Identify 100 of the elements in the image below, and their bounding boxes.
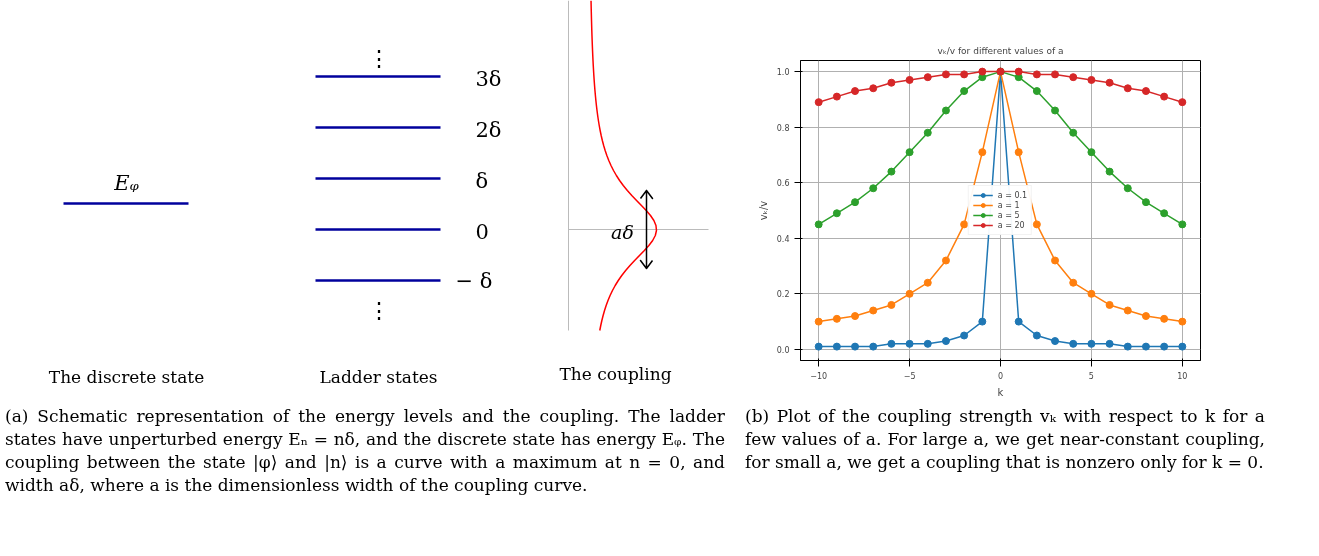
point: [905, 289, 914, 298]
point: [960, 331, 969, 340]
x-axis-title: k: [997, 386, 1004, 398]
text: The coupling: [559, 363, 672, 384]
point: [869, 184, 878, 193]
point: [887, 339, 896, 348]
point: [851, 342, 860, 351]
point: [941, 106, 950, 115]
text: 0: [475, 220, 489, 244]
y-axis-title: vₖ/v: [757, 200, 769, 221]
point: [923, 128, 932, 137]
point: [1051, 70, 1060, 79]
x-tick-label: 0: [997, 371, 1004, 381]
point: [960, 220, 969, 229]
point: [851, 198, 860, 207]
chart-title: vₖ/v for different values of a: [937, 45, 1064, 56]
point: [887, 78, 896, 87]
point: [923, 339, 932, 348]
point: [923, 73, 932, 82]
point: [978, 67, 987, 76]
point: [941, 256, 950, 265]
point: [1051, 256, 1060, 265]
point: [978, 148, 987, 157]
point: [1032, 70, 1041, 79]
x-tick-label: −5: [903, 371, 916, 381]
y-tick-label: 1.0: [776, 68, 790, 78]
text: (a) Schematic representation of the energy levels and the coupling. The ladder states have unperturbed energy Eₙ = nδ, and the discrete state has energy Eᵩ. The coupling between the state |φ⟩ and |n⟩ is a curve with a maximum at n = 0, and width aδ, where a is the dimensionless width of the coupling curve.: [5, 405, 725, 497]
x-tick-label: −10: [810, 371, 828, 381]
point: [1069, 128, 1078, 137]
point: [1178, 98, 1187, 107]
point: [832, 92, 841, 101]
y-tick-label: 0.0: [776, 345, 790, 355]
point: [832, 342, 841, 351]
x-tick-label: 5: [1088, 371, 1094, 381]
point: [1160, 92, 1169, 101]
point: [960, 70, 969, 79]
point: [1087, 289, 1096, 298]
point: [978, 317, 987, 326]
point: [1105, 78, 1114, 87]
point: [1178, 342, 1187, 351]
point: [1178, 220, 1187, 229]
point: [1014, 317, 1023, 326]
point: [851, 312, 860, 321]
point: [1105, 339, 1114, 348]
point: [905, 75, 914, 84]
point: [832, 314, 841, 323]
point: [1087, 75, 1096, 84]
point: [1087, 148, 1096, 157]
text: δ: [475, 168, 489, 193]
y-tick-label: 0.2: [776, 290, 790, 300]
point: [869, 84, 878, 93]
y-tick-label: 0.8: [776, 123, 790, 133]
point: [923, 278, 932, 287]
point: [1123, 84, 1132, 93]
point: [1014, 67, 1023, 76]
point: [1105, 167, 1114, 176]
point: [869, 306, 878, 315]
point: [814, 317, 823, 326]
point: [1014, 148, 1023, 157]
text: Ladder states: [319, 366, 438, 387]
point: [832, 209, 841, 218]
text: 3δ: [475, 66, 502, 91]
point: [905, 339, 914, 348]
point: [1160, 342, 1169, 351]
point: [1051, 106, 1060, 115]
legend-label: a = 0.1: [997, 190, 1028, 200]
legend-label: a = 20: [997, 220, 1025, 230]
point: [1160, 209, 1169, 218]
text: ⋮: [367, 298, 390, 323]
text: Eᵩ: [113, 170, 140, 195]
point: [1069, 278, 1078, 287]
point: [1051, 337, 1060, 346]
point: [1069, 73, 1078, 82]
point: [1123, 184, 1132, 193]
point: [1178, 317, 1187, 326]
text: ⋮: [367, 46, 390, 71]
point: [1032, 220, 1041, 229]
point: [1141, 198, 1150, 207]
text: aδ: [611, 220, 634, 243]
point: [1032, 87, 1041, 96]
point: [941, 337, 950, 346]
point: [1087, 339, 1096, 348]
point: [869, 342, 878, 351]
point: [814, 342, 823, 351]
point: [814, 220, 823, 229]
text: (b) Plot of the coupling strength vₖ with respect to k for a few values of a. For large a, we get near-constant coupling, for small a, we get a coupling that is nonzero only for k = 0.: [745, 405, 1265, 474]
point: [887, 300, 896, 309]
point: [905, 148, 914, 157]
y-tick-label: 0.4: [776, 234, 790, 244]
text: − δ: [455, 268, 493, 293]
point: [1141, 342, 1150, 351]
point: [887, 167, 896, 176]
point: [814, 98, 823, 107]
x-tick-label: 10: [1177, 371, 1188, 381]
point: [1032, 331, 1041, 340]
point: [960, 87, 969, 96]
point: [1069, 339, 1078, 348]
legend-label: a = 1: [997, 200, 1020, 210]
point: [1105, 300, 1114, 309]
point: [1123, 306, 1132, 315]
